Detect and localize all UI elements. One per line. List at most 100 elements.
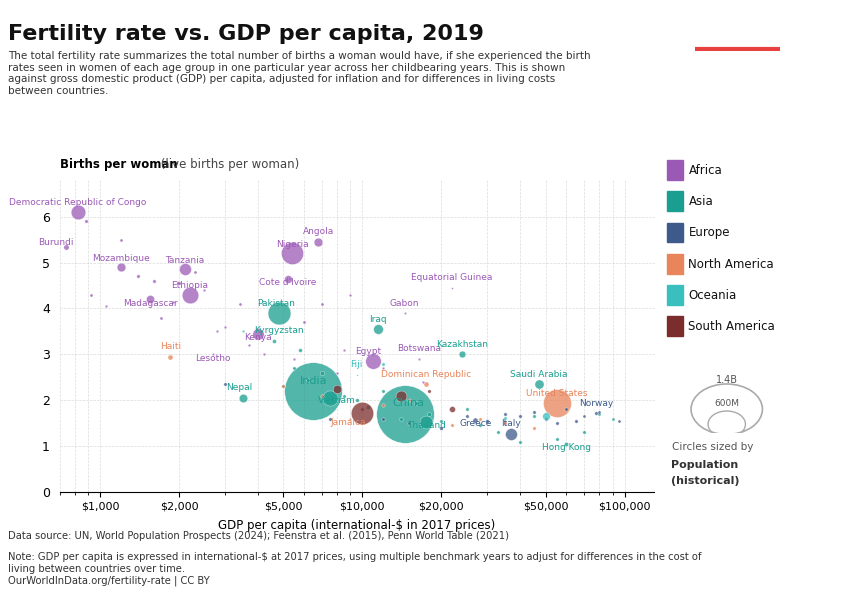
Point	[355, 404, 369, 414]
Point	[532, 379, 546, 389]
Point	[301, 375, 314, 385]
Text: Pakistan: Pakistan	[258, 299, 295, 308]
Text: Note: GDP per capita is expressed in international-$ at 2017 prices, using multi: Note: GDP per capita is expressed in int…	[8, 552, 702, 574]
Text: Saudi Arabia: Saudi Arabia	[510, 370, 568, 379]
Text: Births per woman: Births per woman	[60, 158, 178, 171]
Text: Italy: Italy	[502, 419, 521, 428]
Point	[154, 313, 167, 322]
Text: Kazakhstan: Kazakhstan	[436, 340, 488, 349]
Text: Hong Kong: Hong Kong	[542, 443, 591, 452]
Point	[377, 364, 390, 373]
Point	[252, 329, 265, 338]
Point	[559, 439, 573, 449]
Point	[445, 283, 459, 293]
Point	[323, 414, 337, 424]
Point	[323, 393, 337, 403]
Point	[366, 356, 380, 366]
Point	[293, 345, 307, 355]
Text: China: China	[393, 398, 424, 409]
Point	[550, 398, 564, 408]
Point	[286, 248, 299, 258]
Point	[173, 278, 186, 288]
Text: Fiji: Fiji	[350, 361, 363, 370]
Point	[590, 408, 604, 418]
Point	[412, 354, 426, 364]
Point	[315, 391, 329, 400]
Point	[569, 416, 582, 425]
Point	[505, 429, 518, 439]
Point	[178, 265, 191, 274]
Point	[218, 322, 232, 332]
Point	[330, 368, 343, 377]
Point	[355, 408, 369, 418]
Text: Kenya: Kenya	[244, 333, 272, 342]
Point	[84, 290, 98, 299]
Point	[59, 242, 72, 251]
Point	[402, 418, 416, 428]
Text: Burundi: Burundi	[38, 238, 74, 247]
Point	[211, 326, 224, 336]
Text: in Data: in Data	[718, 38, 757, 47]
Point	[456, 350, 469, 359]
Point	[315, 299, 329, 308]
Point	[218, 379, 232, 389]
Text: Equatorial Guinea: Equatorial Guinea	[411, 274, 493, 283]
Point	[287, 364, 301, 373]
Point	[577, 428, 591, 437]
Point	[422, 386, 436, 396]
Point	[377, 400, 390, 410]
Text: (historical): (historical)	[672, 476, 740, 487]
Point	[398, 308, 411, 318]
Point	[577, 412, 591, 421]
Point	[460, 404, 473, 414]
Point	[377, 359, 390, 368]
Point	[527, 412, 541, 421]
Text: OurWorldInData.org/fertility-rate | CC BY: OurWorldInData.org/fertility-rate | CC B…	[8, 576, 210, 587]
Point	[416, 377, 429, 386]
Point	[371, 325, 385, 334]
Point	[498, 418, 512, 428]
Text: Dominican Republic: Dominican Republic	[381, 370, 471, 379]
X-axis label: GDP per capita (international-$ in 2017 prices): GDP per capita (international-$ in 2017 …	[218, 518, 496, 532]
Point	[183, 290, 196, 299]
Point	[99, 301, 112, 311]
Point	[419, 417, 433, 427]
Text: Fertility rate vs. GDP per capita, 2019: Fertility rate vs. GDP per capita, 2019	[8, 24, 484, 44]
Point	[312, 237, 326, 247]
Point	[377, 414, 390, 424]
Point	[147, 276, 161, 286]
Text: Greece: Greece	[459, 419, 491, 428]
Point	[207, 350, 220, 359]
Point	[315, 368, 329, 377]
Point	[132, 272, 145, 281]
Point	[539, 414, 552, 424]
Text: Botswana: Botswana	[398, 344, 441, 353]
Point	[606, 414, 620, 424]
Point	[307, 386, 320, 396]
Text: (live births per woman): (live births per woman)	[157, 158, 299, 171]
Point	[377, 386, 390, 396]
Point	[236, 393, 250, 403]
Text: Population: Population	[672, 460, 739, 470]
Point	[473, 414, 486, 424]
Point	[422, 409, 436, 419]
Point	[281, 274, 295, 283]
Text: Haiti: Haiti	[160, 342, 181, 351]
Text: Tanzania: Tanzania	[165, 256, 204, 265]
Point	[287, 354, 301, 364]
Point	[550, 434, 564, 444]
Point	[592, 407, 606, 416]
Point	[394, 391, 407, 400]
Point	[527, 407, 541, 416]
Point	[71, 208, 84, 217]
Point	[513, 437, 527, 446]
Point	[419, 379, 433, 389]
Text: Our World: Our World	[710, 21, 766, 31]
Point	[337, 391, 351, 400]
Point	[409, 398, 422, 407]
Point	[236, 326, 250, 336]
Text: Madagascar: Madagascar	[122, 299, 178, 308]
Point	[79, 217, 93, 226]
Text: Nepal: Nepal	[226, 383, 252, 392]
Point	[434, 423, 448, 433]
